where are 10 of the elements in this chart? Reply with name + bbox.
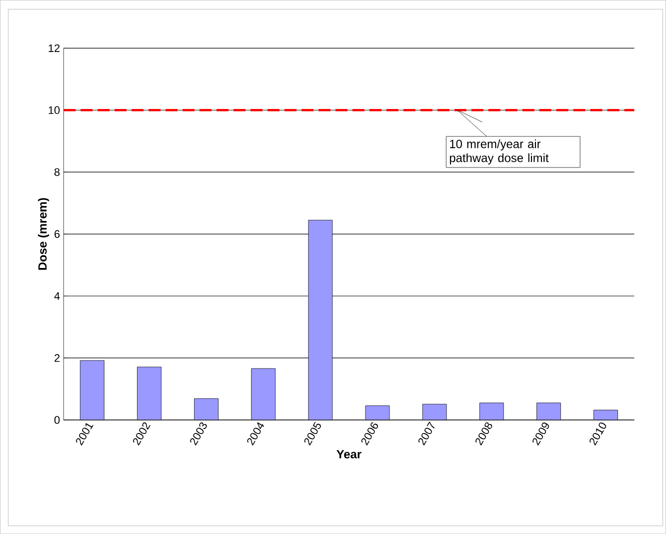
y-tick-label: 10 [48,106,60,114]
y-tick-label: 8 [54,168,60,176]
x-axis-title: Year [336,450,362,458]
y-tick-label: 12 [48,44,60,52]
y-axis-title: Dose (mrem) [38,198,50,270]
y-tick-label: 6 [54,230,60,238]
y-tick-label: 4 [54,292,60,300]
y-tick-label: 2 [54,354,60,362]
ref-line-label: 10 mrem/year air pathway dose limit [450,139,549,164]
y-tick-label: 0 [54,416,60,424]
